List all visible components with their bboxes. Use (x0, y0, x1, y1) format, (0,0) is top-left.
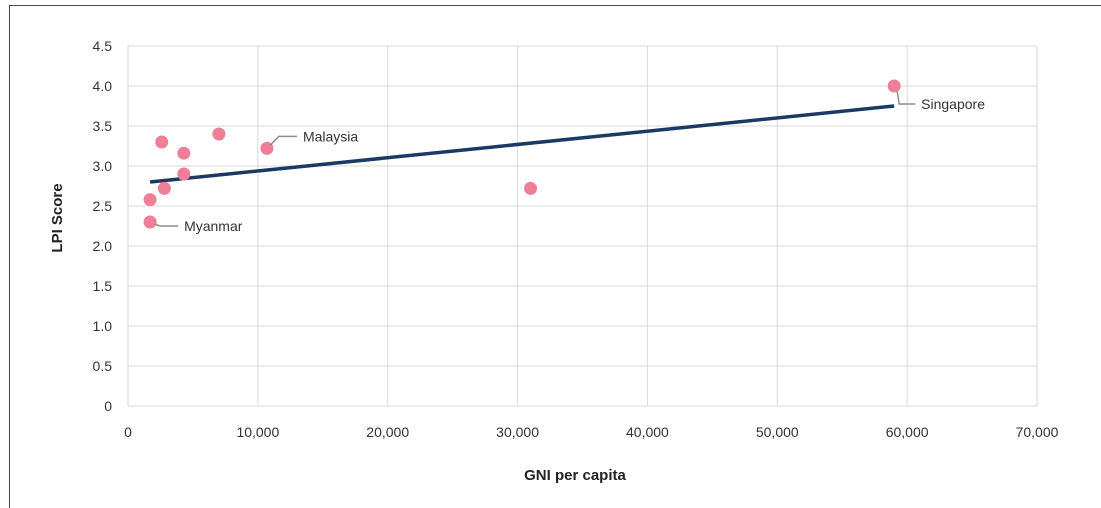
data-point (212, 127, 226, 141)
x-tick-label: 60,000 (886, 424, 929, 440)
y-tick-label: 4.5 (93, 38, 113, 54)
point-annotations: Myanmar Malaysia Singapore (153, 90, 985, 234)
x-tick-label: 40,000 (626, 424, 669, 440)
data-point (887, 79, 901, 93)
data-point (177, 146, 191, 160)
y-tick-label: 1.0 (93, 318, 113, 334)
tick-labels: 0 0.5 1.0 1.5 2.0 2.5 3.0 3.5 4.0 4.5 0 10,000 20,00… (93, 38, 1059, 440)
x-tick-label: 0 (124, 424, 132, 440)
x-axis-title: GNI per capita (524, 467, 626, 484)
data-point (177, 167, 191, 181)
data-point (143, 193, 157, 207)
x-tick-label: 10,000 (236, 424, 279, 440)
annotation-leader-line (896, 90, 916, 105)
chart-frame (9, 5, 1101, 508)
annotation-leader-line (153, 223, 179, 227)
y-tick-label: 2.0 (93, 238, 113, 254)
trendline (149, 104, 895, 184)
y-tick-label: 1.5 (93, 278, 113, 294)
x-tick-label: 50,000 (756, 424, 799, 440)
gridlines (127, 45, 1038, 407)
data-point (157, 181, 171, 195)
point-annotation-label: Myanmar (184, 218, 243, 234)
x-tick-label: 20,000 (366, 424, 409, 440)
y-tick-label: 3.0 (93, 158, 113, 174)
point-annotation-label: Malaysia (303, 128, 358, 144)
data-point (143, 215, 157, 229)
x-tick-label: 70,000 (1016, 424, 1059, 440)
y-tick-label: 0.5 (93, 358, 113, 374)
point-annotation-label: Singapore (921, 96, 985, 112)
y-tick-label: 2.5 (93, 198, 113, 214)
annotation-leader-line (269, 135, 297, 146)
x-tick-label: 30,000 (496, 424, 539, 440)
y-tick-label: 3.5 (93, 118, 113, 134)
data-point (524, 181, 538, 195)
y-tick-label: 0 (104, 398, 112, 414)
data-points (143, 79, 901, 229)
y-axis-title: LPI Score (49, 183, 66, 252)
y-tick-label: 4.0 (93, 78, 113, 94)
data-point (155, 135, 169, 149)
